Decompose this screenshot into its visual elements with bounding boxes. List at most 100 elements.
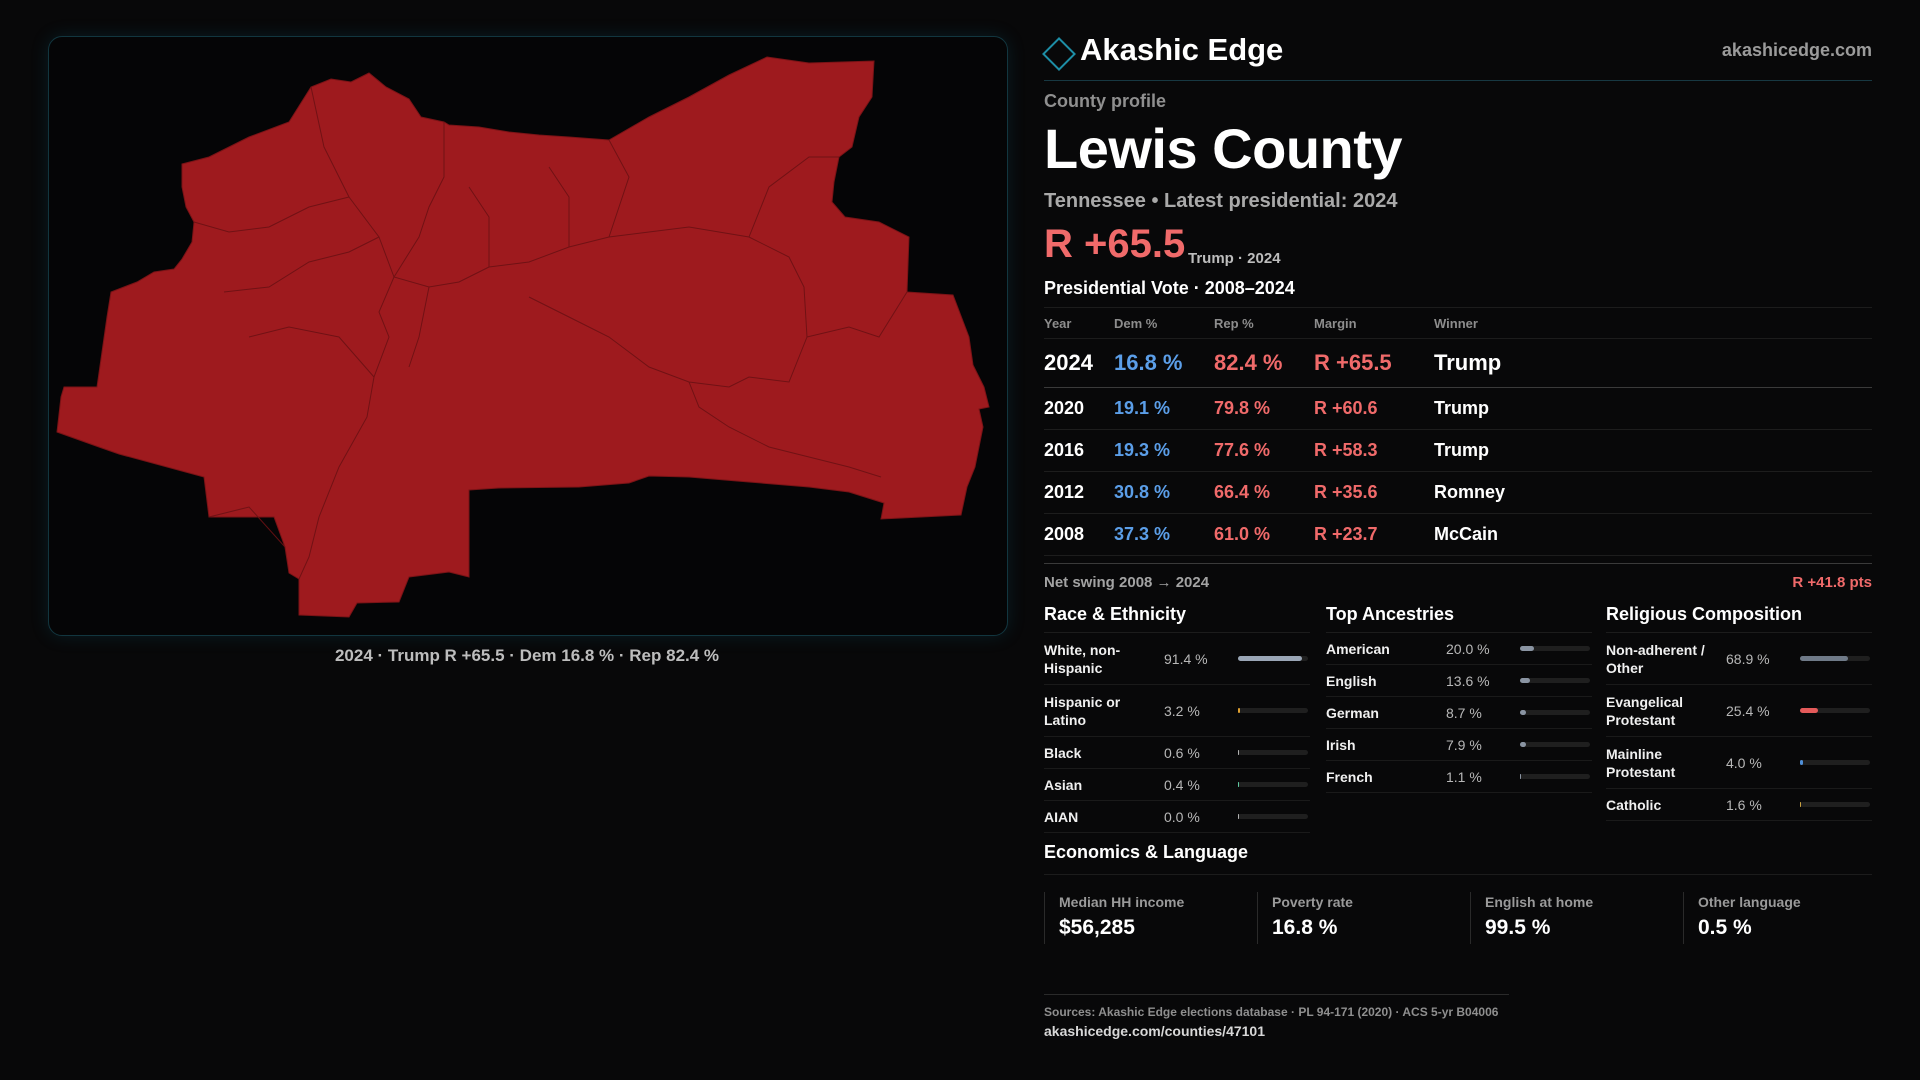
winner-cell: Trump	[1434, 429, 1872, 472]
race-bar-fill	[1238, 750, 1239, 755]
dem-cell: 19.3 %	[1114, 429, 1214, 472]
stat-label: Other language	[1698, 894, 1801, 910]
brand-name[interactable]: Akashic Edge	[1080, 32, 1284, 67]
ancestry-bar	[1520, 774, 1590, 779]
brand-header: Akashic Edge akashicedge.com	[1042, 30, 1872, 81]
ancestry-bar	[1520, 710, 1590, 715]
race-value: 0.6 %	[1164, 744, 1200, 761]
table-row: 2024 16.8 % 82.4 % R +65.5 Trump	[1044, 338, 1872, 388]
margin-cell: R +23.7	[1314, 513, 1434, 556]
rep-cell: 82.4 %	[1214, 338, 1314, 388]
religion-value: 68.9 %	[1726, 650, 1770, 667]
religion-bar-fill	[1800, 760, 1803, 765]
margin-cell: R +65.5	[1314, 338, 1434, 388]
stat-card-poverty: Poverty rate 16.8 %	[1257, 892, 1462, 944]
year-cell: 2012	[1044, 471, 1114, 514]
religion-section: Religious Composition Non-adherent / Oth…	[1606, 600, 1872, 821]
stat-label: English at home	[1485, 894, 1594, 910]
dem-cell: 19.1 %	[1114, 387, 1214, 430]
list-item: AIAN 0.0 %	[1044, 801, 1310, 833]
religion-bar-fill	[1800, 656, 1849, 661]
ancestry-value: 7.9 %	[1446, 736, 1482, 753]
race-value: 3.2 %	[1164, 702, 1200, 719]
ancestry-label: Irish	[1326, 736, 1356, 753]
county-map-panel	[48, 36, 1008, 636]
rep-cell: 77.6 %	[1214, 429, 1314, 472]
margin-cell: R +35.6	[1314, 471, 1434, 514]
header-rep: Rep %	[1214, 307, 1314, 339]
ancestry-value: 8.7 %	[1446, 704, 1482, 721]
ancestry-label: English	[1326, 672, 1377, 689]
ancestry-value: 1.1 %	[1446, 768, 1482, 785]
precinct-lines	[193, 86, 908, 580]
religion-bar	[1800, 802, 1870, 807]
race-ethnicity-section: Race & Ethnicity White, non-Hispanic 91.…	[1044, 600, 1310, 833]
brand-url-link[interactable]: akashicedge.com	[1721, 40, 1872, 60]
rep-cell: 61.0 %	[1214, 513, 1314, 556]
ancestry-bar	[1520, 678, 1590, 683]
religion-bar	[1800, 656, 1870, 661]
sources-text: Sources: Akashic Edge elections database…	[1044, 1005, 1499, 1019]
dem-cell: 30.8 %	[1114, 471, 1214, 514]
winner-cell: Trump	[1434, 387, 1872, 430]
ancestry-bar-fill	[1520, 742, 1526, 747]
ancestry-bar	[1520, 646, 1590, 651]
list-item: French 1.1 %	[1326, 761, 1592, 793]
stat-label: Poverty rate	[1272, 894, 1353, 910]
race-value: 91.4 %	[1164, 650, 1208, 667]
stat-label: Median HH income	[1059, 894, 1185, 910]
religion-bar-fill	[1800, 802, 1802, 807]
net-swing-value: R +41.8 pts	[1792, 574, 1872, 591]
race-label: Asian	[1044, 776, 1083, 793]
ancestry-label: French	[1326, 768, 1373, 785]
religion-bar-fill	[1800, 708, 1818, 713]
header-margin: Margin	[1314, 307, 1434, 339]
sources-url-link[interactable]: akashicedge.com/counties/47101	[1044, 1023, 1265, 1039]
race-label: White, non-Hispanic	[1044, 641, 1121, 676]
religion-value: 25.4 %	[1726, 702, 1770, 719]
dem-cell: 16.8 %	[1114, 338, 1214, 388]
religion-label: Non-adherent / Other	[1606, 641, 1705, 676]
race-bar	[1238, 750, 1308, 755]
stat-card-other-language: Other language 0.5 %	[1683, 892, 1888, 944]
winner-cell: Trump	[1434, 338, 1872, 388]
race-bar-fill	[1238, 814, 1239, 819]
list-item: Irish 7.9 %	[1326, 729, 1592, 761]
net-swing-row: Net swing 2008 → 2024 R +41.8 pts	[1044, 563, 1872, 600]
economics-section-title: Economics & Language	[1044, 842, 1872, 875]
sources-footer: Sources: Akashic Edge elections database…	[1044, 994, 1509, 1039]
ancestries-section: Top Ancestries American 20.0 % English 1…	[1326, 600, 1592, 793]
race-bar	[1238, 782, 1308, 787]
list-item: Evangelical Protestant 25.4 %	[1606, 685, 1872, 737]
race-bar	[1238, 656, 1308, 661]
stat-value: 0.5 %	[1698, 916, 1752, 939]
stat-card-income: Median HH income $56,285	[1044, 892, 1249, 944]
table-row: 2012 30.8 % 66.4 % R +35.6 Romney	[1044, 471, 1872, 514]
race-bar	[1238, 814, 1308, 819]
vote-section-title: Presidential Vote · 2008–2024	[1044, 278, 1295, 298]
stat-value: 16.8 %	[1272, 916, 1338, 939]
race-value: 0.4 %	[1164, 776, 1200, 793]
stat-value: 99.5 %	[1485, 916, 1551, 939]
latest-margin-note: Trump · 2024	[1188, 250, 1281, 267]
latest-margin: R +65.5	[1044, 222, 1186, 266]
stat-card-english: English at home 99.5 %	[1470, 892, 1675, 944]
list-item: Catholic 1.6 %	[1606, 789, 1872, 821]
race-label: AIAN	[1044, 808, 1079, 825]
list-item: Black 0.6 %	[1044, 737, 1310, 769]
margin-cell: R +58.3	[1314, 429, 1434, 472]
header-year: Year	[1044, 307, 1114, 339]
county-shape[interactable]	[56, 56, 990, 618]
religion-label: Mainline Protestant	[1606, 745, 1676, 780]
list-item: Asian 0.4 %	[1044, 769, 1310, 801]
list-item: English 13.6 %	[1326, 665, 1592, 697]
ancestry-label: American	[1326, 640, 1390, 657]
ancestry-value: 20.0 %	[1446, 640, 1490, 657]
county-map[interactable]	[49, 37, 1007, 635]
page-title: Lewis County	[1044, 117, 1403, 180]
profile-kicker: County profile	[1044, 91, 1166, 111]
race-bar-fill	[1238, 782, 1239, 787]
table-header-row: Year Dem % Rep % Margin Winner	[1044, 307, 1872, 339]
presidential-vote-table: Year Dem % Rep % Margin Winner 2024 16.8…	[1044, 307, 1872, 556]
ancestry-bar-fill	[1520, 710, 1527, 715]
